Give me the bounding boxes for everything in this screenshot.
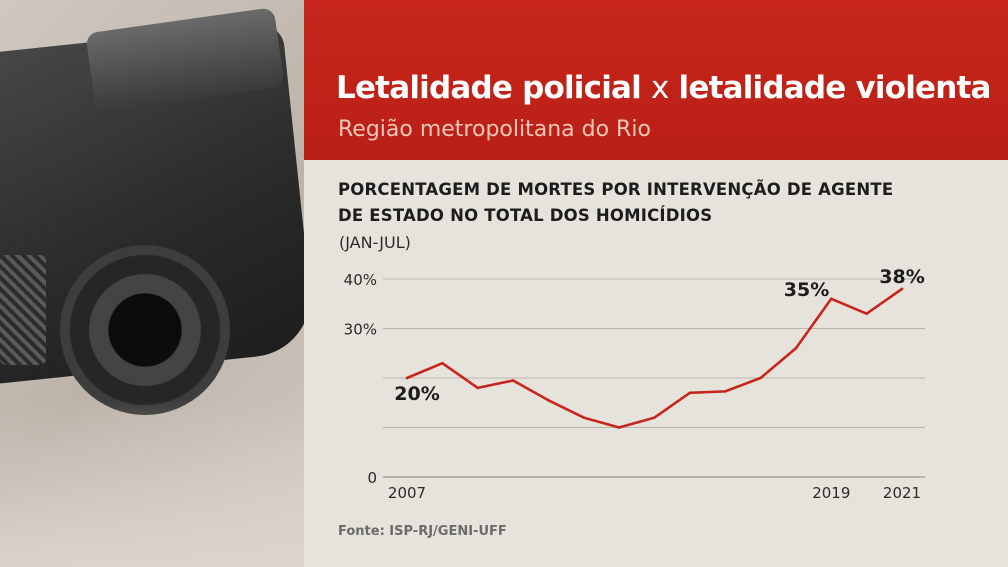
data-point-2019: [829, 297, 833, 301]
data-label-2019: 35%: [784, 279, 829, 301]
y-tick-label-0: 0: [367, 469, 377, 487]
data-point-2010: [511, 379, 515, 382]
pistol-photo: [0, 0, 304, 567]
series-line: [405, 287, 904, 429]
x-tick-label-2019: 2019: [812, 484, 850, 502]
data-label-2021: 38%: [879, 266, 924, 288]
data-point-2009: [476, 386, 480, 390]
data-label-2007: 20%: [394, 383, 439, 405]
y-tick-label-30: 30%: [344, 321, 377, 339]
x-tick-label-2021: 2021: [883, 484, 921, 502]
data-point-2011: [547, 398, 550, 402]
data-point-2008: [441, 361, 444, 365]
title-left: Letalidade policial: [336, 70, 642, 106]
data-point-2013: [617, 426, 621, 429]
title-separator: x: [650, 70, 669, 106]
chart-title-line-1: PORCENTAGEM DE MORTES POR INTERVENÇÃO DE…: [338, 180, 894, 199]
page-title: Letalidade policial x letalidade violent…: [336, 70, 991, 106]
data-point-2020: [865, 312, 868, 315]
table-surface: [0, 400, 304, 567]
title-right: letalidade violenta: [678, 70, 992, 106]
source-note: Fonte: ISP-RJ/GENI-UFF: [338, 524, 507, 539]
data-point-2017: [759, 376, 762, 380]
title-banner: [304, 0, 1008, 160]
page-subtitle: Região metropolitana do Rio: [338, 117, 651, 142]
data-point-2014: [653, 416, 656, 419]
data-point-2021: [900, 287, 904, 291]
data-point-2007: [405, 376, 409, 380]
data-point-2012: [582, 416, 586, 419]
data-point-2018: [794, 347, 798, 350]
pistol-serration: [0, 255, 46, 365]
chart-period: (JAN-JUL): [339, 233, 411, 252]
x-tick-label-2007: 2007: [388, 484, 426, 502]
data-point-2015: [688, 391, 692, 395]
chart-title-line-2: DE ESTADO NO TOTAL DOS HOMICÍDIOS: [338, 206, 713, 225]
data-point-2016: [723, 390, 727, 393]
y-tick-label-40: 40%: [344, 271, 377, 289]
pistol-muzzle: [60, 245, 230, 415]
